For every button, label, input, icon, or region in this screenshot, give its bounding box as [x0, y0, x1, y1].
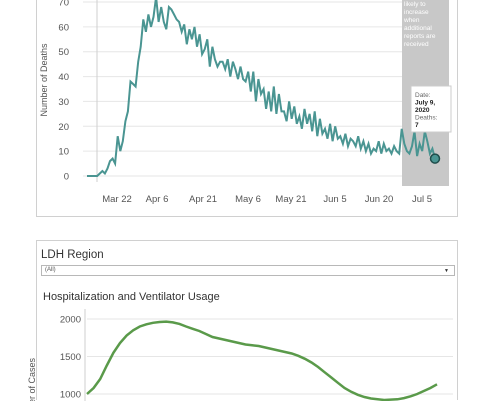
x-tick-label: Jun 5	[323, 194, 346, 205]
tooltip-date-year: 2020	[415, 107, 430, 114]
y-tick-label: 10	[58, 147, 69, 158]
y-tick-label: 50	[58, 47, 69, 58]
y-tick-label: 40	[58, 72, 69, 83]
deaths-chart-panel: 0 10 20 30 40 50 60 70 Mar 22 Apr 6 Apr 21 May 6 Ma…	[36, 0, 458, 217]
shade-note-text: reports are	[404, 33, 436, 40]
tooltip-deaths-value: 7	[415, 122, 419, 129]
y-axis-title-2: er of Cases	[27, 357, 37, 401]
tooltip-box	[410, 85, 452, 133]
deaths-chart-svg: 0 10 20 30 40 50 60 70 Mar 22 Apr 6 Apr 21 May 6 Ma…	[39, 0, 452, 205]
hospitalization-panel: LDH Region (All) ▼ Hospitalization and V…	[27, 240, 458, 401]
hospitalization-series-line	[86, 320, 438, 401]
y-tick-label: 30	[58, 97, 69, 108]
y-tick-label: 20	[58, 122, 69, 133]
y-tick-label: 70	[58, 0, 69, 9]
x-tick-label: Mar 22	[102, 194, 132, 205]
tooltip-deaths-label: Deaths:	[415, 115, 438, 122]
tooltip-date-label: Date:	[415, 92, 431, 99]
y-tick-label: 1500	[60, 352, 81, 363]
region-filter-label: LDH Region	[41, 249, 104, 261]
x-tick-label: May 6	[235, 194, 261, 205]
x-tick-label: May 21	[275, 194, 306, 205]
tooltip-date-value: July 9,	[415, 100, 435, 107]
chevron-down-icon[interactable]: ▼	[444, 268, 449, 274]
x-tick-label: Apr 21	[189, 194, 217, 205]
y-tick-label: 60	[58, 22, 69, 33]
highlighted-point[interactable]	[429, 153, 441, 164]
shade-note-text: likely to	[404, 1, 426, 8]
x-tick-label: Jun 20	[365, 194, 394, 205]
shade-note-text: increase	[404, 9, 429, 16]
hospitalization-chart-svg: 1000 1500 2000 er of Cases	[27, 309, 453, 401]
shade-note-text: additional	[404, 25, 432, 32]
x-tick-label: Jul 5	[412, 194, 432, 205]
y-axis-title: Number of Deaths	[39, 43, 49, 117]
y-tick-label: 2000	[60, 315, 81, 326]
shade-note-text: received	[404, 41, 429, 48]
deaths-series-line	[87, 0, 436, 177]
y-tick-label: 0	[64, 172, 69, 183]
region-select-dropdown[interactable]: (All) ▼	[41, 265, 455, 276]
y-tick-label: 1000	[60, 390, 81, 401]
hospitalization-chart-title: Hospitalization and Ventilator Usage	[43, 291, 220, 303]
shade-note-text: when	[403, 17, 420, 24]
x-tick-label: Apr 6	[146, 194, 169, 205]
region-select-value: (All)	[45, 267, 56, 273]
